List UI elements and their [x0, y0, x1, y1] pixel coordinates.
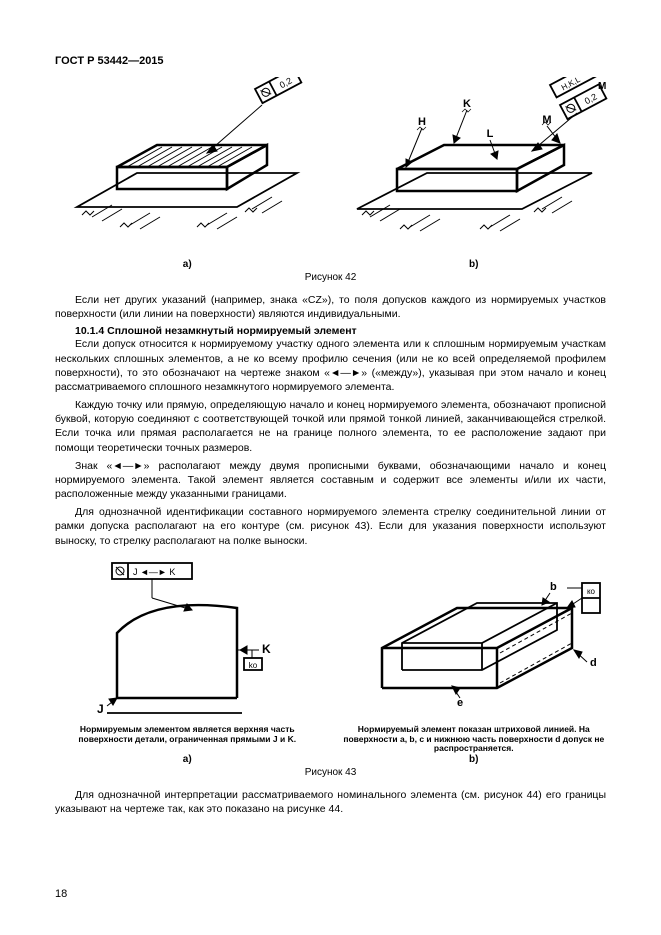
paragraph-1: Если нет других указаний (например, знак…: [55, 293, 606, 321]
fig43-label-a: a): [55, 754, 319, 765]
paragraph-4: Знак «◄—►» располагают между двумя пропи…: [55, 459, 606, 502]
figure-43-right: b d e ко: [342, 558, 606, 723]
fig43-left-frame-text: J ◄—► K: [133, 567, 175, 577]
paragraph-6: Для однозначной интерпретации рассматрив…: [55, 788, 606, 816]
fig43-e: e: [457, 697, 463, 709]
figure-43-labels: a) b): [55, 754, 606, 765]
fig42-caption: Рисунок 42: [55, 272, 606, 283]
fig42-label-b: b): [342, 259, 606, 270]
figure-43-captions: Нормируемым элементом является верхняя ч…: [55, 725, 606, 754]
fig43-j: J: [97, 702, 104, 716]
paragraph-3: Каждую точку или прямую, определяющую на…: [55, 398, 606, 455]
page-number: 18: [55, 888, 67, 900]
figure-42-left: 0,2: [55, 77, 319, 257]
paragraph-5: Для однозначной идентификации составного…: [55, 505, 606, 548]
fig42-letter-h: H: [418, 116, 426, 128]
figure-43-left: J ◄—► K K ko J: [55, 558, 319, 723]
fig42-label-a: a): [55, 259, 319, 270]
figure-42-right: K H L M: [342, 77, 606, 257]
fig43-cap-b: Нормируемый элемент показан штриховой ли…: [342, 725, 606, 754]
figure-42: 0,2: [55, 77, 606, 257]
fig43-b: b: [550, 581, 557, 593]
fig43-caption: Рисунок 43: [55, 767, 606, 778]
standard-header: ГОСТ Р 53442—2015: [55, 55, 606, 67]
fig42-letter-l: L: [486, 128, 493, 140]
fig43-cap-a: Нормируемым элементом является верхняя ч…: [55, 725, 319, 754]
fig43-right-tol: ко: [587, 587, 596, 596]
figure-43: J ◄—► K K ko J: [55, 558, 606, 723]
paragraph-2: Если допуск относится к нормируемому уча…: [55, 337, 606, 394]
fig43-d: d: [590, 657, 597, 669]
page: ГОСТ Р 53442—2015: [0, 0, 661, 935]
fig43-k: K: [262, 642, 271, 656]
figure-42-labels: a) b): [55, 259, 606, 270]
section-10-1-4: 10.1.4 Сплошной незамкнутый нормируемый …: [55, 325, 606, 337]
fig43-label-b: b): [342, 754, 606, 765]
fig42-letter-k: K: [463, 98, 471, 110]
fig43-left-tol: ko: [249, 661, 258, 670]
